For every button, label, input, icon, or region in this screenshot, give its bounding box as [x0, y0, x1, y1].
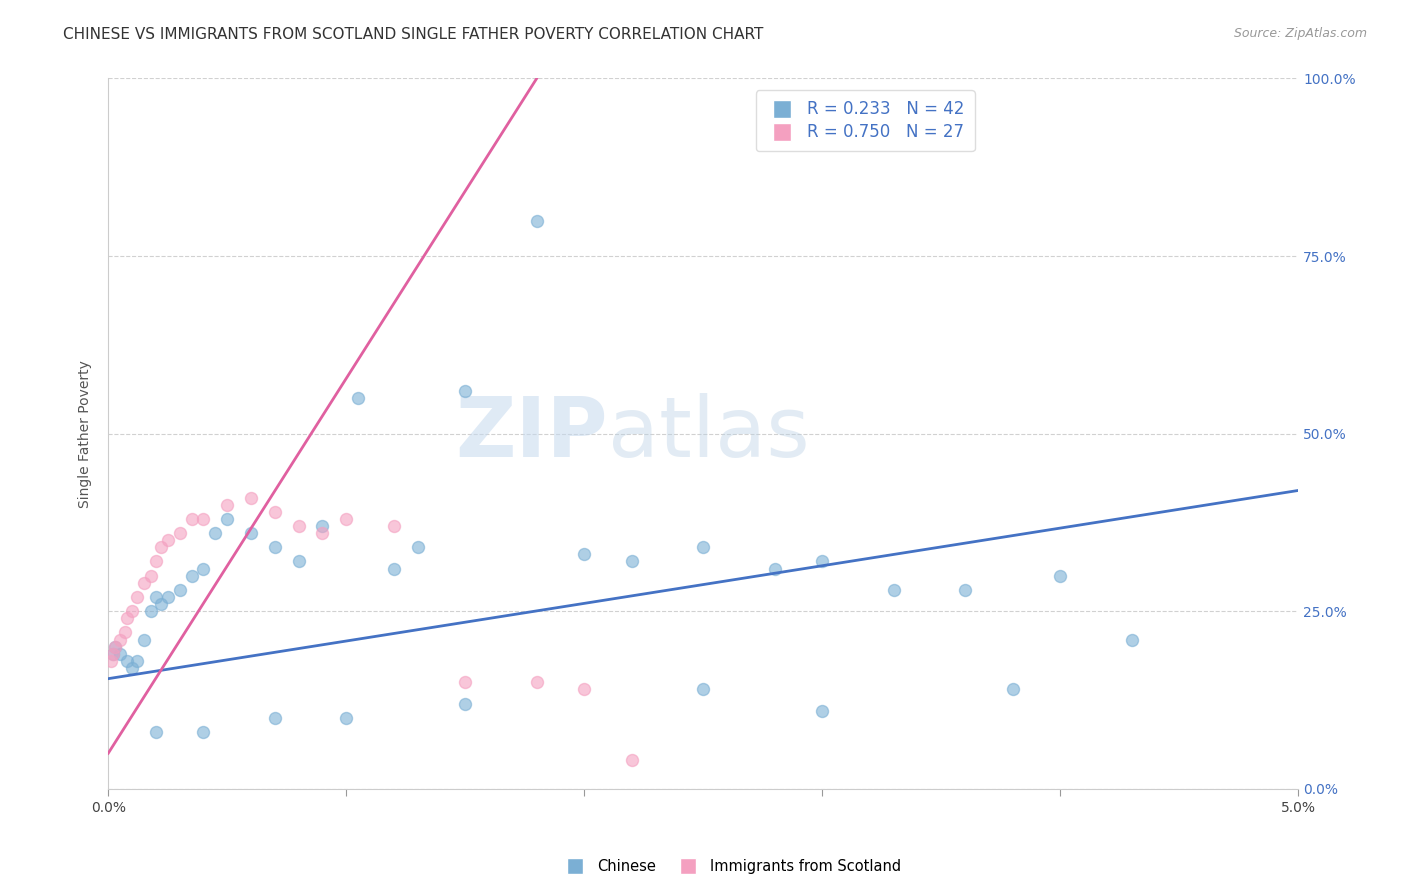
Point — [193, 561, 215, 575]
Point — [114, 625, 136, 640]
Point — [139, 604, 162, 618]
Point — [1049, 568, 1071, 582]
Point — [406, 541, 429, 555]
Point — [692, 682, 714, 697]
Point — [311, 526, 333, 541]
Text: CHINESE VS IMMIGRANTS FROM SCOTLAND SINGLE FATHER POVERTY CORRELATION CHART: CHINESE VS IMMIGRANTS FROM SCOTLAND SING… — [63, 27, 763, 42]
Point — [217, 512, 239, 526]
Point — [156, 590, 179, 604]
Point — [108, 632, 131, 647]
Text: atlas: atlas — [607, 393, 810, 475]
Point — [620, 554, 643, 568]
Point — [763, 561, 786, 575]
Point — [132, 575, 155, 590]
Point — [454, 384, 477, 398]
Point — [217, 498, 239, 512]
Point — [169, 582, 191, 597]
Point — [145, 554, 167, 568]
Point — [335, 711, 357, 725]
Point — [1001, 682, 1024, 697]
Point — [204, 526, 226, 541]
Point — [347, 391, 370, 405]
Text: Source: ZipAtlas.com: Source: ZipAtlas.com — [1233, 27, 1367, 40]
Legend: Chinese, Immigrants from Scotland: Chinese, Immigrants from Scotland — [555, 854, 907, 880]
Point — [382, 519, 405, 533]
Point — [526, 213, 548, 227]
Point — [156, 533, 179, 548]
Point — [574, 547, 596, 561]
Point — [139, 568, 162, 582]
Point — [104, 640, 127, 654]
Point — [104, 640, 127, 654]
Point — [811, 554, 834, 568]
Point — [454, 697, 477, 711]
Point — [311, 519, 333, 533]
Point — [263, 711, 285, 725]
Point — [149, 541, 172, 555]
Point — [240, 526, 263, 541]
Point — [145, 590, 167, 604]
Point — [454, 675, 477, 690]
Point — [287, 519, 309, 533]
Point — [108, 647, 131, 661]
Point — [121, 604, 143, 618]
Point — [1121, 632, 1143, 647]
Point — [193, 512, 215, 526]
Point — [125, 590, 148, 604]
Y-axis label: Single Father Poverty: Single Father Poverty — [79, 359, 93, 508]
Point — [883, 582, 905, 597]
Point — [263, 505, 285, 519]
Point — [145, 725, 167, 739]
Point — [811, 704, 834, 718]
Point — [953, 582, 976, 597]
Point — [335, 512, 357, 526]
Point — [121, 661, 143, 675]
Point — [100, 654, 122, 668]
Point — [101, 647, 124, 661]
Point — [125, 654, 148, 668]
Point — [263, 541, 285, 555]
Point — [287, 554, 309, 568]
Point — [132, 632, 155, 647]
Point — [180, 512, 202, 526]
Point — [240, 491, 263, 505]
Point — [193, 725, 215, 739]
Point — [149, 597, 172, 611]
Legend: R = 0.233   N = 42, R = 0.750   N = 27: R = 0.233 N = 42, R = 0.750 N = 27 — [755, 90, 974, 152]
Point — [620, 753, 643, 767]
Point — [117, 611, 139, 625]
Point — [180, 568, 202, 582]
Point — [117, 654, 139, 668]
Point — [526, 675, 548, 690]
Point — [101, 647, 124, 661]
Point — [169, 526, 191, 541]
Point — [382, 561, 405, 575]
Point — [574, 682, 596, 697]
Text: ZIP: ZIP — [456, 393, 607, 475]
Point — [692, 541, 714, 555]
